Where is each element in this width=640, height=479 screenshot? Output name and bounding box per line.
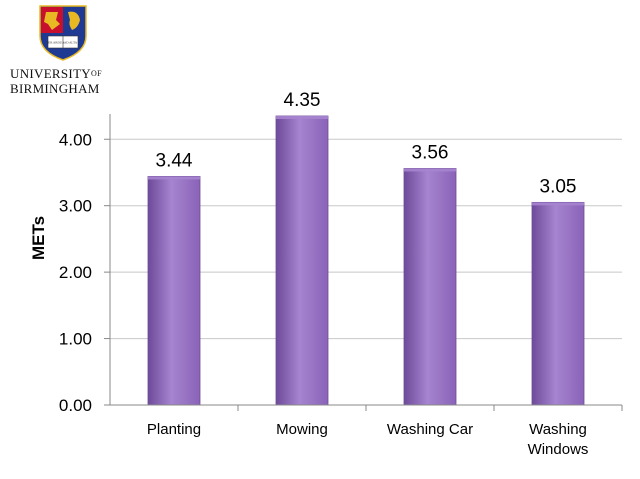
university-name: UNIVERSITYOF BIRMINGHAM <box>10 66 102 96</box>
mermaid-right <box>68 11 80 30</box>
data-label: 4.35 <box>284 90 321 111</box>
data-label: 3.05 <box>540 176 577 197</box>
bar <box>147 176 201 406</box>
y-axis-label: METs <box>29 216 48 260</box>
book-text-left: PER ARDUA <box>47 41 65 45</box>
bar <box>403 168 457 406</box>
y-tick-label: 2.00 <box>59 263 92 282</box>
bar <box>531 201 585 406</box>
y-tick-labels: 0.00 1.00 2.00 3.00 4.00 <box>59 130 110 415</box>
bar-cap <box>404 168 456 172</box>
data-label: 3.56 <box>412 142 449 163</box>
x-tick-label: Washing Car <box>387 421 473 438</box>
y-tick-label: 0.00 <box>59 396 92 415</box>
x-tick-label: Mowing <box>276 421 328 438</box>
university-name-line2: BIRMINGHAM <box>10 81 100 96</box>
x-tick-labels: Planting Mowing Washing Car Washing Windows <box>147 405 623 458</box>
lion-left <box>44 12 60 30</box>
bars <box>147 115 585 406</box>
y-tick-label: 4.00 <box>59 130 92 149</box>
university-logo: PER ARDUA AD ALTA <box>39 5 87 61</box>
book-text-right: AD ALTA <box>64 41 78 45</box>
data-labels: 3.44 4.35 3.56 3.05 <box>156 90 577 197</box>
y-tick-label: 1.00 <box>59 330 92 349</box>
bar-cap <box>276 116 328 119</box>
data-label: 3.44 <box>156 150 193 171</box>
x-tick-label: Washing <box>529 421 587 438</box>
y-tick-label: 3.00 <box>59 197 92 216</box>
bar-cap <box>532 202 584 206</box>
bar-cap <box>148 176 200 180</box>
bar <box>275 115 329 406</box>
x-tick-label: Windows <box>528 441 589 458</box>
university-name-of: OF <box>91 69 102 78</box>
x-tick-label: Planting <box>147 421 201 438</box>
university-name-line1: UNIVERSITY <box>10 66 91 81</box>
